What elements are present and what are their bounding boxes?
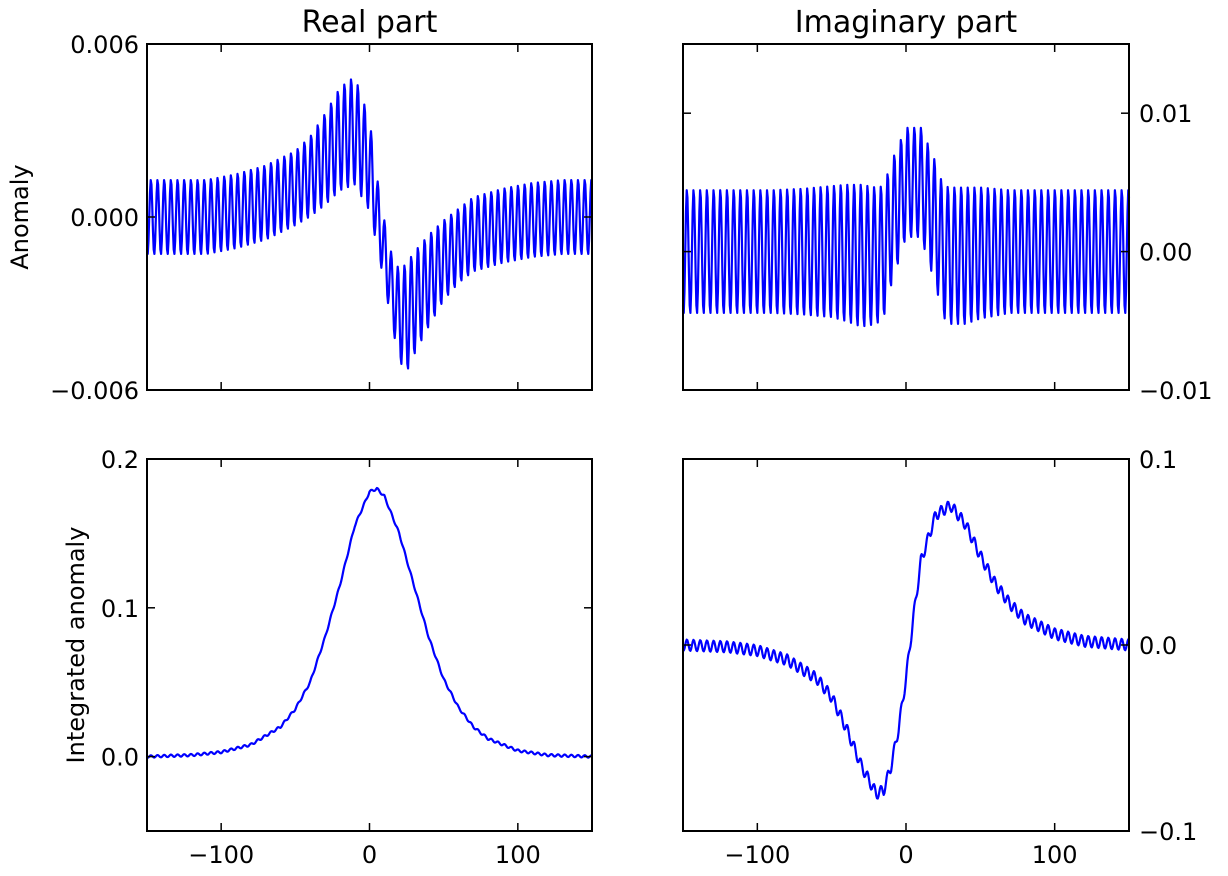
y-tick-label: 0.1	[101, 595, 139, 623]
y-tick-label: 0.0	[101, 744, 139, 772]
x-tick-label: −100	[724, 841, 790, 869]
plot-frame-bottom-left	[146, 458, 593, 832]
y-tick-label: 0.01	[1139, 100, 1192, 128]
y-tick-label: −0.1	[1139, 818, 1197, 846]
panel-top-left: 0.006 0.000 −0.006 Real part Anomaly	[6, 5, 594, 405]
x-tick-label: 0	[898, 841, 913, 869]
y-tick-label: 0.0	[1139, 632, 1177, 660]
x-tick-label: 100	[495, 841, 541, 869]
y-tick-label: 0.1	[1139, 446, 1177, 474]
series-line-top-left	[145, 78, 594, 370]
y-tick-label: −0.01	[1139, 377, 1213, 405]
x-tick-label: 0	[362, 841, 377, 869]
series-line-top-right	[681, 126, 1131, 328]
y-tick-label: 0.00	[1139, 239, 1192, 267]
panel-top-right: 0.01 0.00 −0.01 Imaginary part	[681, 5, 1213, 405]
y-axis-label: Integrated anomaly	[62, 527, 90, 764]
x-tick-label: −100	[188, 841, 254, 869]
y-tick-label: 0.000	[70, 204, 139, 232]
y-tick-label: 0.2	[101, 446, 139, 474]
x-tick-label: 100	[1032, 841, 1078, 869]
y-tick-label: 0.006	[70, 31, 139, 59]
panel-title: Imaginary part	[795, 5, 1018, 40]
y-axis-label: Anomaly	[6, 164, 34, 269]
y-tick-label: −0.006	[50, 377, 139, 405]
plot-frame-bottom-right	[682, 458, 1130, 832]
series-line-bottom-left	[146, 486, 593, 759]
series-line-bottom-right	[682, 500, 1130, 800]
panel-title: Real part	[302, 5, 438, 40]
